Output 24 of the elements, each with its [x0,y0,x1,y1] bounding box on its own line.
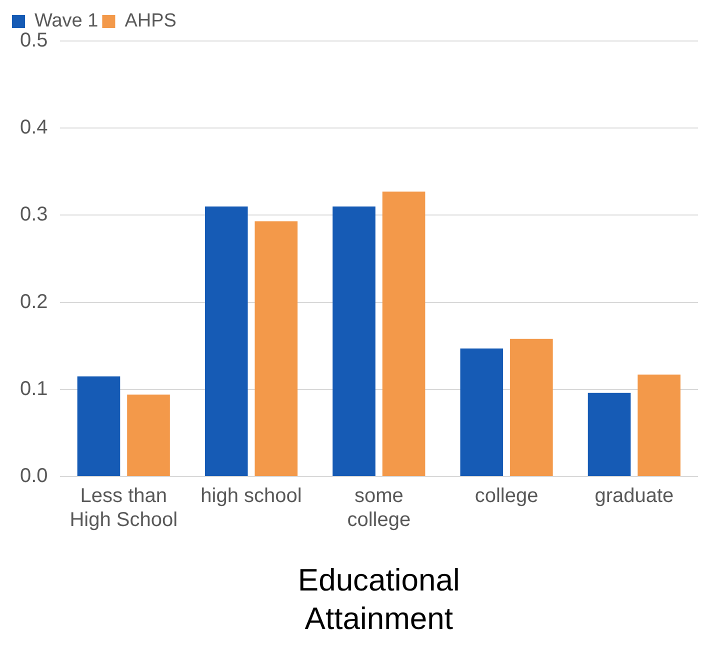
y-tick-label: 0.2 [20,290,48,313]
bar [204,206,248,476]
bar [510,338,553,476]
y-tick-label: 0.0 [20,465,48,488]
y-tick-label: 0.1 [20,378,48,400]
x-tick-label: college [474,485,538,508]
x-tick-label: Less than High School [70,485,178,532]
bar [638,374,680,476]
y-tick-label: 0.5 [20,30,48,52]
x-tick-label: high school [200,485,302,508]
y-tick-label: 0.4 [20,116,48,139]
bar [588,392,631,476]
x-axis-title: Educational Attainment [298,562,460,636]
bar [460,348,504,476]
bar [254,221,298,476]
y-tick-label: 0.3 [20,204,48,226]
bar [382,192,426,476]
legend-label: AHPS [124,10,176,32]
legend-label: Wave 1 [34,10,98,32]
bar [77,376,120,476]
x-tick-label: some college [347,485,411,532]
bar [332,206,376,476]
bar [127,394,170,476]
x-tick-label: graduate [594,485,674,508]
